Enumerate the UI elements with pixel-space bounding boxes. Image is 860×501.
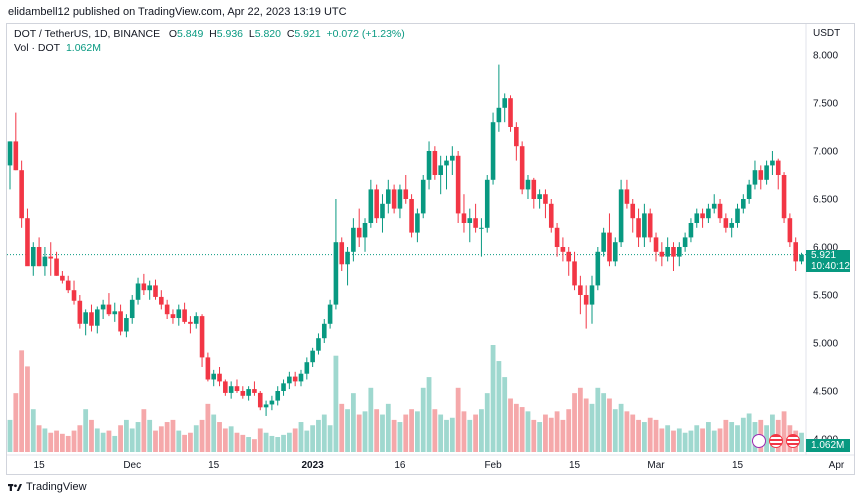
open-value: 5.849 — [177, 28, 204, 40]
tradingview-brand: TradingView — [26, 481, 87, 493]
low-label: L — [248, 28, 255, 40]
volume-label: Vol · DOT — [14, 42, 61, 54]
close-value: 5.921 — [294, 28, 321, 40]
us-flag-icon-2[interactable] — [786, 434, 800, 448]
open-label: O — [168, 28, 178, 40]
countdown-timer: 10:40:12 — [811, 261, 850, 272]
close-label: C — [286, 28, 295, 40]
dividend-event-icon[interactable] — [752, 434, 766, 448]
tradingview-logo-icon — [8, 483, 22, 491]
currency-label[interactable]: USDT — [813, 28, 841, 39]
last-price-badge: 5.921 10:40:12 — [806, 250, 850, 272]
volume-value: 1.062M — [65, 42, 101, 54]
chart-frame[interactable] — [6, 23, 855, 475]
symbol-legend[interactable]: DOT / TetherUS, 1D, BINANCE O5.849 H5.93… — [14, 28, 405, 40]
event-icons[interactable] — [752, 434, 800, 448]
us-flag-icon[interactable] — [769, 434, 783, 448]
tradingview-logo[interactable]: TradingView — [8, 481, 87, 493]
last-price-value: 5.921 — [811, 250, 837, 261]
volume-badge: 1.062M — [806, 439, 850, 452]
publisher-caption: elidambell12 published on TradingView.co… — [8, 6, 347, 18]
volume-legend[interactable]: Vol · DOT 1.062M — [14, 42, 101, 54]
low-value: 5.820 — [254, 28, 281, 40]
symbol-name[interactable]: DOT / TetherUS, 1D, BINANCE — [14, 28, 161, 40]
high-label: H — [209, 28, 217, 40]
change-value: +0.072 (+1.23%) — [326, 28, 405, 40]
high-value: 5.936 — [216, 28, 244, 40]
